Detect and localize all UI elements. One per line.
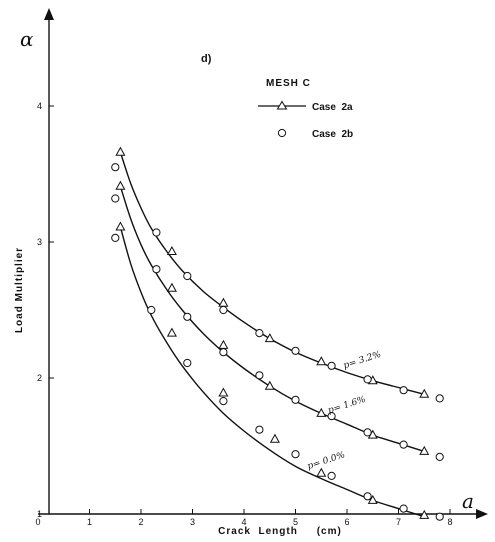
x-tick-label: 6 xyxy=(344,517,349,527)
case2b-point xyxy=(399,504,408,513)
case2a-point xyxy=(419,445,430,455)
case2b-point xyxy=(435,512,444,521)
x-tick-label: 1 xyxy=(87,517,92,527)
case2b-point xyxy=(183,312,192,321)
curve-group-0: p= 3.2% xyxy=(111,146,444,403)
case2b-point xyxy=(255,329,264,338)
case2b-point xyxy=(327,412,336,421)
case2a-point xyxy=(419,388,430,398)
x-axis-label: Crack Length (cm) xyxy=(218,526,342,537)
case2b-point xyxy=(152,228,161,237)
case2b-point xyxy=(291,450,300,459)
case2b-point xyxy=(399,386,408,395)
x-tick-label: 5 xyxy=(293,517,298,527)
case2a-point xyxy=(166,327,177,337)
curve-label: p= 3.2% xyxy=(342,350,382,372)
case2b-point xyxy=(111,163,120,172)
legend-title: MESH C xyxy=(266,78,311,89)
curve-label: p= 1.6% xyxy=(327,395,367,417)
y-axis-symbol: α xyxy=(20,27,34,51)
case2a-point xyxy=(367,494,378,504)
panel-label: d) xyxy=(201,53,212,65)
case2a-point xyxy=(264,333,275,343)
legend-case2a-text: Case 2a xyxy=(312,102,353,113)
case2b-point xyxy=(219,305,228,315)
case2b-point xyxy=(363,428,372,437)
case2b-point xyxy=(255,425,264,434)
case2a-point xyxy=(218,297,229,307)
case2b-point xyxy=(147,305,156,315)
y-axis-arrow xyxy=(44,8,54,20)
case2a-point xyxy=(218,387,229,397)
x-tick-label: 2 xyxy=(138,517,143,527)
case2a-point xyxy=(115,221,126,231)
case2b-point xyxy=(111,194,120,203)
series-line xyxy=(119,185,425,453)
x-tick-label: 3 xyxy=(190,517,195,527)
legend: MESH C Case 2a Case 2b xyxy=(258,78,353,140)
case2a-point xyxy=(269,433,280,443)
series-line xyxy=(119,226,425,518)
case2b-point xyxy=(327,471,336,480)
case2b-point xyxy=(435,452,444,461)
x-tick-label: 4 xyxy=(241,517,246,527)
y-axis-label: Load Multiplier xyxy=(14,247,25,333)
case2a-point xyxy=(419,509,430,519)
y-tick-label: 2 xyxy=(37,373,42,383)
curve-label: p= 0.0% xyxy=(306,450,346,472)
case2b-point xyxy=(111,233,120,242)
legend-case2b-marker xyxy=(277,128,287,138)
plot-area: p= 3.2% p= 1.6% p= 0.0% xyxy=(111,146,444,521)
case2a-point xyxy=(218,339,229,349)
legend-case2b-text: Case 2b xyxy=(312,129,353,140)
case2b-point xyxy=(183,271,192,281)
x-tick-label: 0 xyxy=(35,517,40,527)
case2a-point xyxy=(115,180,126,190)
legend-case2a-marker xyxy=(276,100,288,110)
case2b-point xyxy=(363,375,372,384)
case2b-point xyxy=(219,397,228,406)
case2a-point xyxy=(115,146,126,156)
case2b-point xyxy=(255,371,264,380)
y-tick-label: 3 xyxy=(37,237,42,247)
x-tick-label: 7 xyxy=(396,517,401,527)
case2a-point xyxy=(264,380,275,390)
x-axis-arrow xyxy=(476,509,488,519)
case2b-point xyxy=(291,346,300,355)
curve-group-2: p= 0.0% xyxy=(111,221,444,521)
y-tick-label: 1 xyxy=(37,509,42,519)
y-tick-label: 4 xyxy=(37,101,42,111)
case2a-point xyxy=(166,282,177,292)
curve-group-1: p= 1.6% xyxy=(111,180,444,461)
case2a-point xyxy=(316,407,327,417)
x-tick-label: 8 xyxy=(447,517,452,527)
case2a-point xyxy=(316,356,327,366)
case2b-point xyxy=(291,395,300,404)
case2a-point xyxy=(166,245,177,255)
case2b-point xyxy=(183,358,192,368)
case2b-point xyxy=(435,394,444,403)
case2b-point xyxy=(152,265,161,274)
series-line xyxy=(119,151,425,395)
x-axis-symbol: a xyxy=(462,489,474,513)
case2b-point xyxy=(219,348,228,357)
case2a-point xyxy=(316,467,327,477)
axes xyxy=(38,8,488,519)
case2b-point xyxy=(399,440,408,449)
case2b-point xyxy=(363,492,372,501)
case2b-point xyxy=(327,361,336,370)
